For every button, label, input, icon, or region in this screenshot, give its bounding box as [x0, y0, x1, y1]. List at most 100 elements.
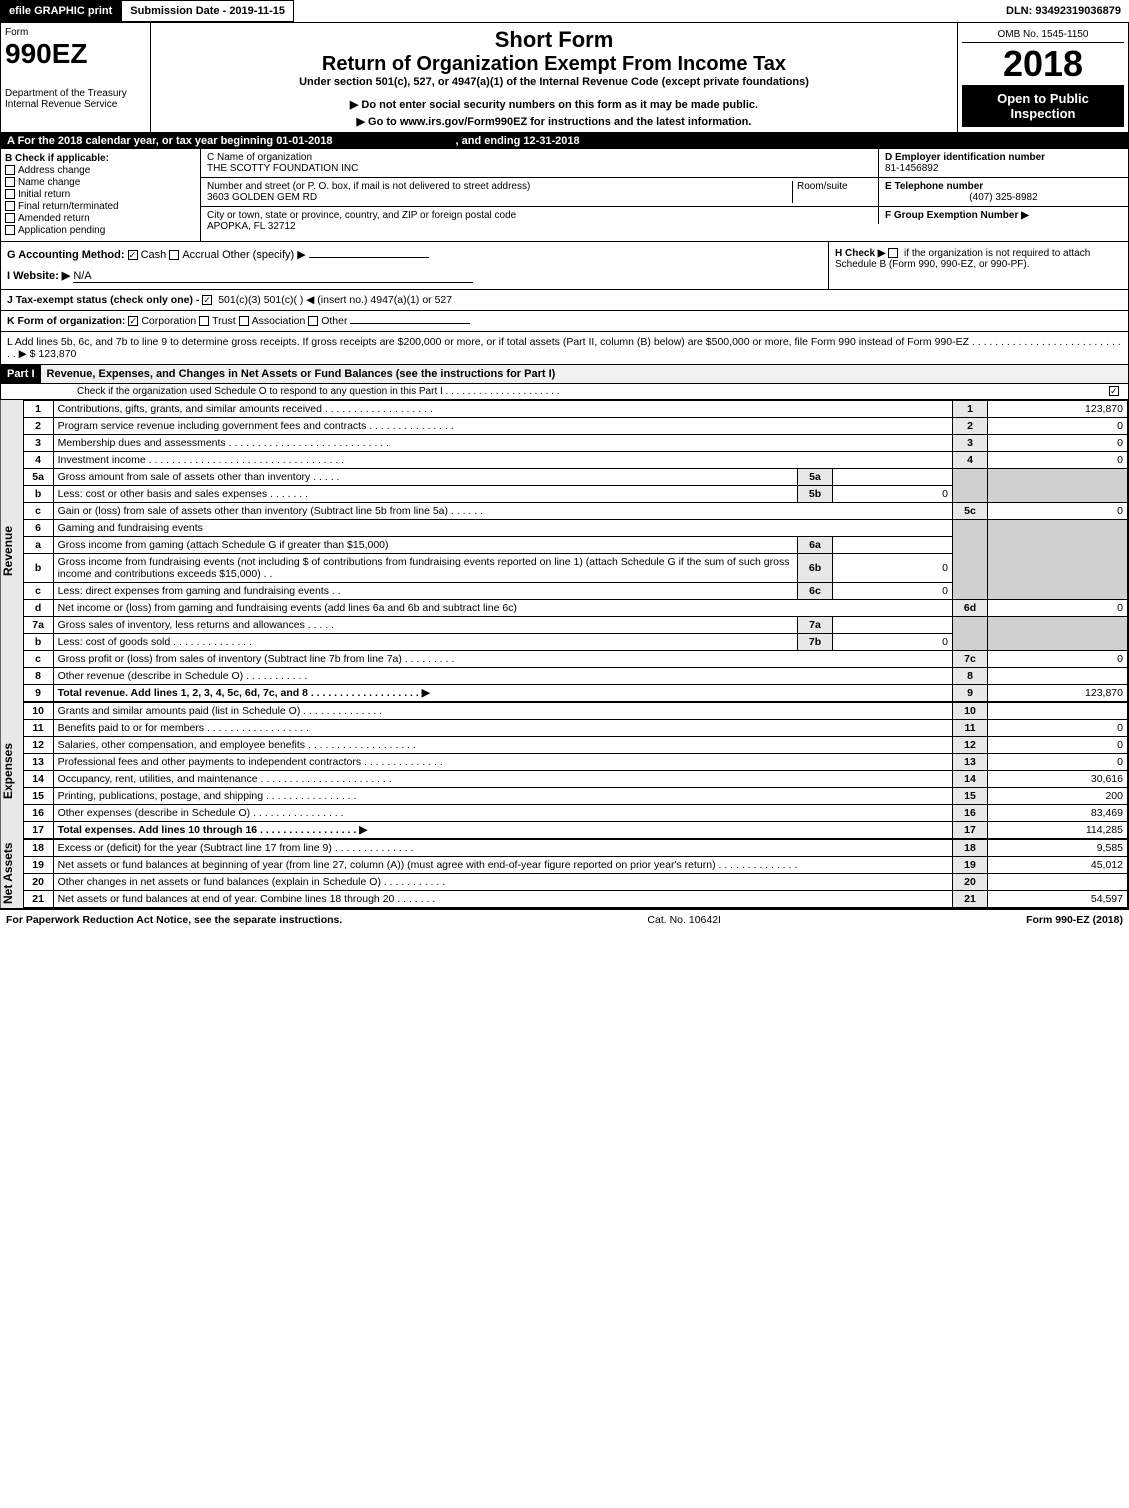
part1-check-o: Check if the organization used Schedule … [1, 384, 1128, 400]
check-initial[interactable]: Initial return [5, 189, 196, 200]
l-text: L Add lines 5b, 6c, and 7b to line 9 to … [7, 336, 1121, 360]
revenue-section: Revenue 1Contributions, gifts, grants, a… [1, 400, 1128, 702]
line10-val [988, 703, 1128, 720]
k-other: Other [321, 315, 347, 327]
line16-val: 83,469 [988, 805, 1128, 822]
line17-val: 114,285 [988, 822, 1128, 839]
line9-desc: Total revenue. Add lines 1, 2, 3, 4, 5c,… [53, 685, 952, 702]
form-label: Form [5, 27, 146, 38]
line5c-no: 5c [953, 503, 988, 520]
line1-desc: Contributions, gifts, grants, and simila… [53, 401, 952, 418]
section-e: E Telephone number (407) 325-8982 [878, 178, 1128, 207]
line11-no: 11 [953, 720, 988, 737]
section-k: K Form of organization: Corporation Trus… [1, 310, 1128, 331]
line6b-sub: 6b [798, 554, 833, 583]
part1-title: Revenue, Expenses, and Changes in Net As… [41, 365, 562, 383]
check-trust[interactable] [199, 316, 209, 326]
line15-val: 200 [988, 788, 1128, 805]
line16-desc: Other expenses (describe in Schedule O) … [53, 805, 952, 822]
check-amended[interactable]: Amended return [5, 213, 196, 224]
check-final-label: Final return/terminated [18, 201, 119, 212]
room-suite: Room/suite [792, 181, 872, 203]
check-initial-label: Initial return [18, 189, 70, 200]
subtitle: Under section 501(c), 527, or 4947(a)(1)… [155, 76, 953, 88]
line9-val: 123,870 [988, 685, 1128, 702]
check-corp[interactable] [128, 316, 138, 326]
line7a-desc: Gross sales of inventory, less returns a… [53, 617, 797, 634]
line7b-subval: 0 [833, 634, 953, 651]
org-city-box: City or town, state or province, country… [201, 207, 878, 235]
line2-desc: Program service revenue including govern… [53, 418, 952, 435]
line6b-subval: 0 [833, 554, 953, 583]
line18-desc: Excess or (deficit) for the year (Subtra… [53, 840, 952, 857]
check-address-label: Address change [18, 165, 90, 176]
footer-mid: Cat. No. 10642I [647, 914, 721, 926]
line3-no: 3 [953, 435, 988, 452]
line7c-val: 0 [988, 651, 1128, 668]
form-frame: Form 990EZ Department of the Treasury In… [0, 22, 1129, 909]
section-l: L Add lines 5b, 6c, and 7b to line 9 to … [1, 331, 1128, 364]
line20-desc: Other changes in net assets or fund bala… [53, 874, 952, 891]
check-final[interactable]: Final return/terminated [5, 201, 196, 212]
group-exempt-label: F Group Exemption Number ▶ [885, 210, 1029, 221]
info-right: D Employer identification number 81-1456… [878, 149, 1128, 241]
check-501c3[interactable] [202, 295, 212, 305]
line6-desc: Gaming and fundraising events [53, 520, 952, 537]
check-assoc[interactable] [239, 316, 249, 326]
line5c-desc: Gain or (loss) from sale of assets other… [53, 503, 952, 520]
section-b: B Check if applicable: Address change Na… [1, 149, 201, 241]
line1-no: 1 [953, 401, 988, 418]
tax-year: 2018 [962, 43, 1124, 85]
line2-val: 0 [988, 418, 1128, 435]
efile-button[interactable]: efile GRAPHIC print [0, 0, 121, 22]
line13-no: 13 [953, 754, 988, 771]
section-f: F Group Exemption Number ▶ [878, 207, 1128, 224]
check-name[interactable]: Name change [5, 177, 196, 188]
line15-no: 15 [953, 788, 988, 805]
check-address[interactable]: Address change [5, 165, 196, 176]
period-a: A For the 2018 calendar year, or tax yea… [7, 135, 332, 147]
line7b-sub: 7b [798, 634, 833, 651]
website-value: N/A [73, 270, 473, 283]
other-specify[interactable] [309, 257, 429, 258]
line19-no: 19 [953, 857, 988, 874]
check-h[interactable] [888, 248, 898, 258]
side-revenue: Revenue [1, 400, 23, 702]
line18-val: 9,585 [988, 840, 1128, 857]
line11-val: 0 [988, 720, 1128, 737]
revenue-table: 1Contributions, gifts, grants, and simil… [23, 400, 1128, 702]
check-cash[interactable] [128, 250, 138, 260]
org-name-label: C Name of organization [207, 152, 872, 163]
section-j: J Tax-exempt status (check only one) - 5… [1, 289, 1128, 310]
check-schedule-o[interactable] [1109, 386, 1119, 396]
line4-no: 4 [953, 452, 988, 469]
line5a-sub: 5a [798, 469, 833, 486]
line6c-subval: 0 [833, 583, 953, 600]
line7b-desc: Less: cost of goods sold . . . . . . . .… [53, 634, 797, 651]
line14-val: 30,616 [988, 771, 1128, 788]
k-other-input[interactable] [350, 323, 470, 324]
line10-desc: Grants and similar amounts paid (list in… [53, 703, 952, 720]
h-label: H Check ▶ [835, 248, 885, 259]
note-ssn: ▶ Do not enter social security numbers o… [155, 98, 953, 111]
line13-desc: Professional fees and other payments to … [53, 754, 952, 771]
check-pending[interactable]: Application pending [5, 225, 196, 236]
check-amended-label: Amended return [18, 213, 90, 224]
check-accrual[interactable] [169, 250, 179, 260]
line20-val [988, 874, 1128, 891]
accrual-label: Accrual [182, 249, 219, 261]
line11-desc: Benefits paid to or for members . . . . … [53, 720, 952, 737]
line17-desc: Total expenses. Add lines 10 through 16 … [53, 822, 952, 839]
line9-no: 9 [953, 685, 988, 702]
line6a-subval [833, 537, 953, 554]
line18-no: 18 [953, 840, 988, 857]
ein-label: D Employer identification number [885, 152, 1122, 163]
check-other[interactable] [308, 316, 318, 326]
section-b-label: B Check if applicable: [5, 153, 196, 164]
expenses-table: 10Grants and similar amounts paid (list … [23, 702, 1128, 839]
check-name-label: Name change [18, 177, 80, 188]
line4-desc: Investment income . . . . . . . . . . . … [53, 452, 952, 469]
note-link: ▶ Go to www.irs.gov/Form990EZ for instru… [155, 115, 953, 128]
line7c-no: 7c [953, 651, 988, 668]
phone-value: (407) 325-8982 [885, 192, 1122, 203]
